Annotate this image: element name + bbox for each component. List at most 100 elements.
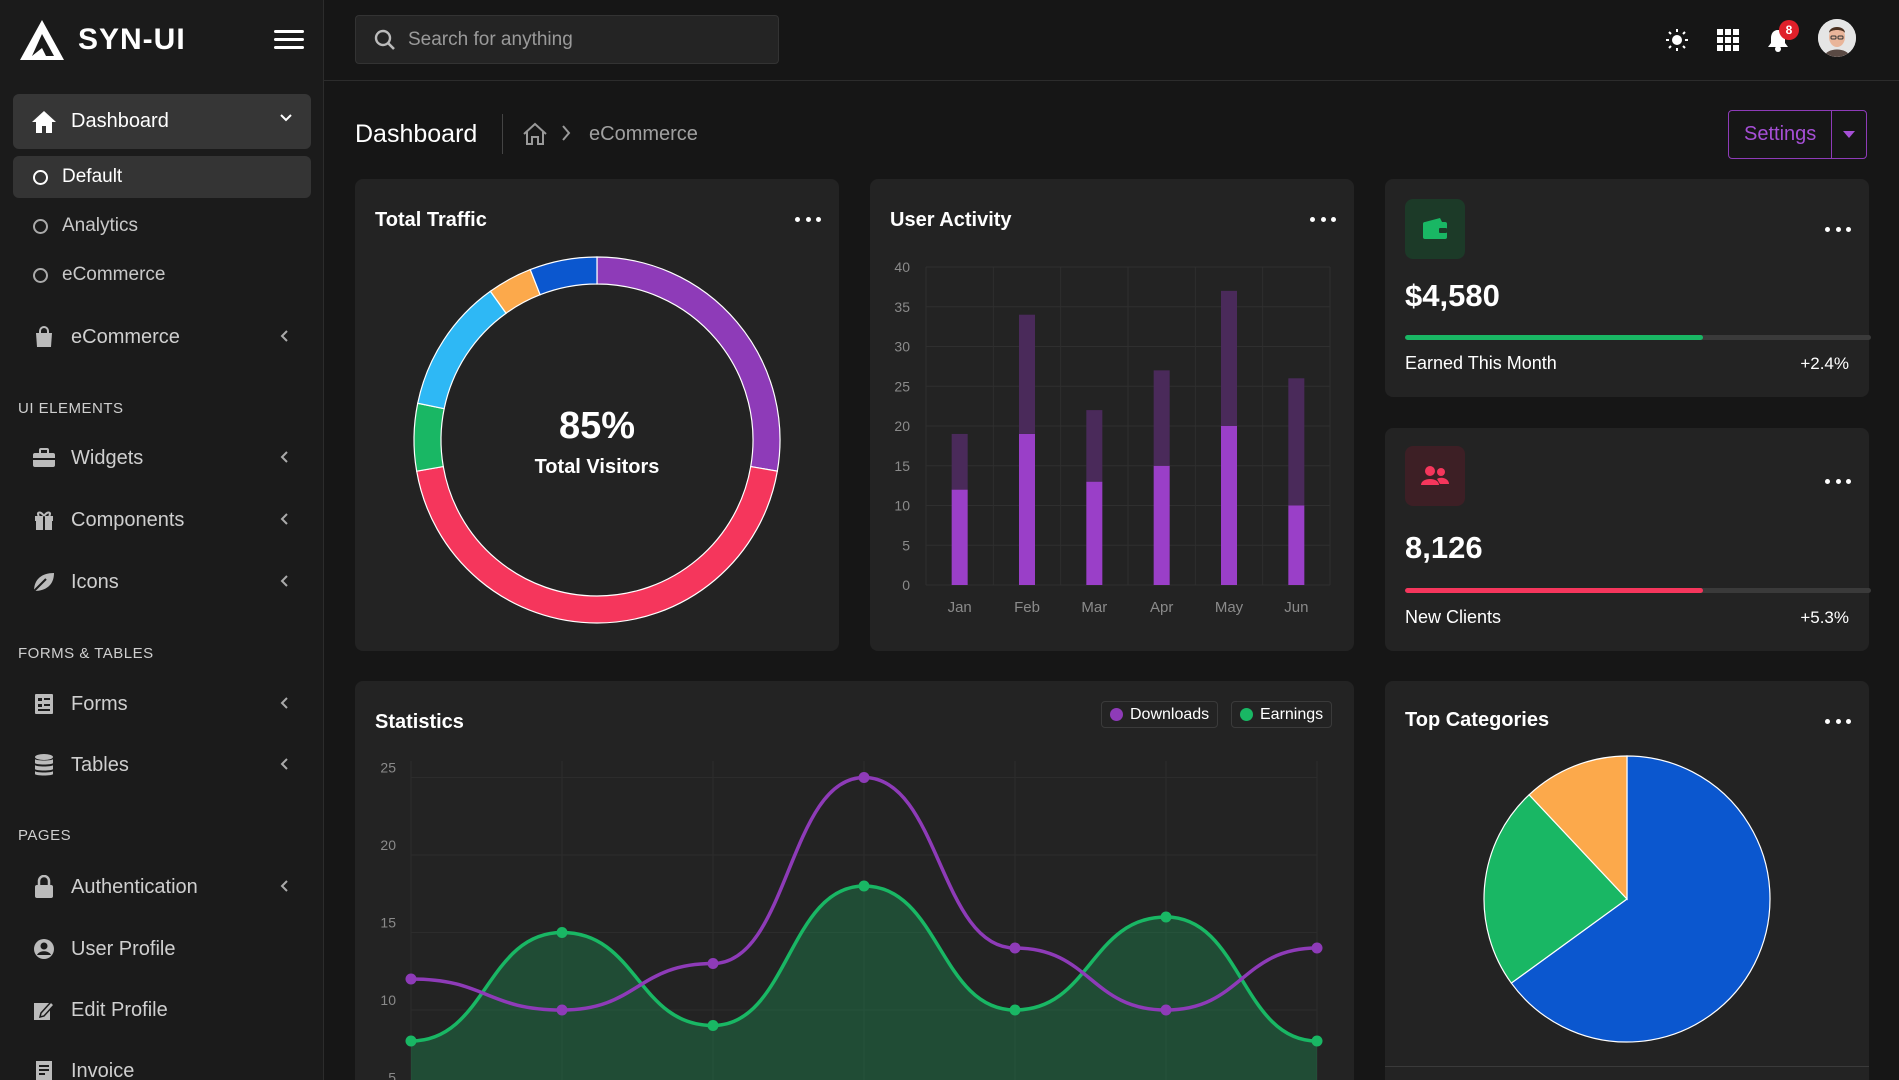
top-categories-card: Top Categories xyxy=(1385,681,1869,1080)
sidebar-item-components[interactable]: Components xyxy=(13,495,311,545)
sidebar-item-icons[interactable]: Icons xyxy=(13,557,311,607)
sidebar-item-widgets[interactable]: Widgets xyxy=(13,433,311,483)
statistics-card: Statistics Downloads Earnings 5 10 15 20 25 xyxy=(355,681,1354,1080)
y-tick-label: 40 xyxy=(894,259,910,275)
more-options-icon[interactable] xyxy=(1310,214,1336,224)
sidebar-item-label: Authentication xyxy=(71,875,198,898)
brand-name: SYN-UI xyxy=(78,23,186,56)
sidebar-item-ecommerce[interactable]: eCommerce xyxy=(13,312,311,362)
page-title: Dashboard xyxy=(355,120,478,148)
clients-progress-track xyxy=(1405,588,1871,593)
form-icon xyxy=(31,691,57,717)
sidebar-subitem-default[interactable]: Default xyxy=(13,156,311,198)
header-divider xyxy=(502,114,503,154)
sidebar-subitem-label: Analytics xyxy=(62,215,139,236)
earnings-point-0[interactable] xyxy=(405,1035,417,1047)
bar-jan-s0[interactable] xyxy=(951,489,968,585)
chevron-right-icon xyxy=(560,124,572,147)
apps-grid-icon[interactable] xyxy=(1714,26,1742,54)
logo[interactable]: SYN-UI xyxy=(18,18,186,62)
bar-feb-s1[interactable] xyxy=(1019,314,1035,434)
bar-mar-s0[interactable] xyxy=(1086,481,1103,585)
circle-icon xyxy=(33,267,48,283)
sidebar-item-label: Invoice xyxy=(71,1059,135,1080)
earnings-point-2[interactable] xyxy=(707,1020,719,1031)
downloads-point-0[interactable] xyxy=(405,973,417,985)
earnings-point-1[interactable] xyxy=(556,927,568,938)
briefcase-icon xyxy=(31,445,57,471)
sun-icon[interactable] xyxy=(1663,26,1691,54)
earnings-point-4[interactable] xyxy=(1009,1004,1021,1016)
sidebar-item-invoice[interactable]: Invoice xyxy=(13,1046,311,1080)
donut-segment-5[interactable] xyxy=(529,256,598,296)
card-title: Statistics xyxy=(375,711,464,733)
settings-button[interactable]: Settings xyxy=(1729,111,1833,158)
donut-center-label: Total Visitors xyxy=(535,456,660,478)
sidebar-item-dashboard[interactable]: Dashboard xyxy=(13,94,311,149)
search-input[interactable] xyxy=(408,28,768,51)
earnings-point-6[interactable] xyxy=(1311,1035,1323,1047)
sidebar-item-label: Dashboard xyxy=(71,110,169,132)
search-box[interactable] xyxy=(355,15,779,64)
pie-slice-2[interactable] xyxy=(1528,755,1628,901)
bar-mar-s1[interactable] xyxy=(1086,410,1103,482)
y-tick-label: 10 xyxy=(894,498,910,514)
clients-card: 8,126 New Clients +5.3% xyxy=(1385,428,1871,651)
sidebar-item-tables[interactable]: Tables xyxy=(13,740,311,790)
menu-toggle-icon[interactable] xyxy=(274,30,304,52)
donut-segment-2[interactable] xyxy=(413,402,445,472)
bar-jan-s1[interactable] xyxy=(951,433,968,490)
breadcrumb-home-icon[interactable] xyxy=(522,122,548,151)
bar-jun-s0[interactable] xyxy=(1288,505,1305,586)
legend-downloads[interactable]: Downloads xyxy=(1101,701,1219,728)
bar-may-s0[interactable] xyxy=(1221,426,1237,585)
clients-change: +5.3% xyxy=(1800,608,1849,627)
more-options-icon[interactable] xyxy=(1825,224,1851,234)
pie-slice-0[interactable] xyxy=(1510,755,1771,1043)
sidebar-subitem-label: eCommerce xyxy=(62,264,166,285)
downloads-point-4[interactable] xyxy=(1009,942,1021,954)
bar-may-s1[interactable] xyxy=(1221,290,1237,426)
downloads-point-2[interactable] xyxy=(707,958,719,969)
earned-value: $4,580 xyxy=(1405,278,1500,313)
avatar[interactable] xyxy=(1818,19,1856,57)
earned-progress-fill xyxy=(1405,335,1704,340)
y-tick-label: 5 xyxy=(388,1070,396,1080)
more-options-icon[interactable] xyxy=(795,214,821,224)
downloads-point-1[interactable] xyxy=(556,1004,568,1016)
donut-segment-3[interactable] xyxy=(417,290,507,410)
earnings-point-3[interactable] xyxy=(858,880,870,892)
sidebar-item-edit-profile[interactable]: Edit Profile xyxy=(13,985,311,1035)
sidebar-item-label: Widgets xyxy=(71,446,144,469)
bar-apr-s1[interactable] xyxy=(1153,370,1170,466)
top-categories-pie-chart xyxy=(1483,755,1771,1043)
bar-jun-s1[interactable] xyxy=(1288,378,1305,506)
earnings-point-5[interactable] xyxy=(1160,911,1172,923)
downloads-point-5[interactable] xyxy=(1160,1004,1172,1016)
settings-dropdown-toggle[interactable] xyxy=(1832,111,1866,158)
more-options-icon[interactable] xyxy=(1825,476,1851,486)
downloads-point-6[interactable] xyxy=(1311,942,1323,954)
sidebar-subitem-analytics[interactable]: Analytics xyxy=(13,205,311,247)
wallet-icon xyxy=(1405,199,1465,259)
more-options-icon[interactable] xyxy=(1825,716,1851,726)
sidebar-item-forms[interactable]: Forms xyxy=(13,679,311,729)
donut-segment-1[interactable] xyxy=(415,465,779,624)
section-label-forms-tables: FORMS & TABLES xyxy=(18,645,154,662)
sidebar-item-user-profile[interactable]: User Profile xyxy=(13,924,311,974)
bar-feb-s0[interactable] xyxy=(1019,433,1035,585)
legend-label: Downloads xyxy=(1130,705,1210,723)
sidebar-item-label: User Profile xyxy=(71,937,176,960)
user-activity-card: User Activity 0 5 10 15 20 25 30 35 40 Jan Feb Mar A… xyxy=(870,179,1354,651)
earned-progress-track xyxy=(1405,335,1871,340)
settings-button-group: Settings xyxy=(1728,110,1868,159)
pie-slice-1[interactable] xyxy=(1483,793,1628,984)
chevron-left-icon xyxy=(280,697,288,709)
bar-apr-s0[interactable] xyxy=(1153,465,1170,585)
legend-earnings[interactable]: Earnings xyxy=(1231,701,1333,728)
bell-icon[interactable]: 8 xyxy=(1764,20,1799,54)
sidebar-subitem-ecommerce[interactable]: eCommerce xyxy=(13,254,311,296)
sidebar-item-label: eCommerce xyxy=(71,325,180,348)
downloads-point-3[interactable] xyxy=(858,772,870,783)
sidebar-item-authentication[interactable]: Authentication xyxy=(13,862,311,912)
